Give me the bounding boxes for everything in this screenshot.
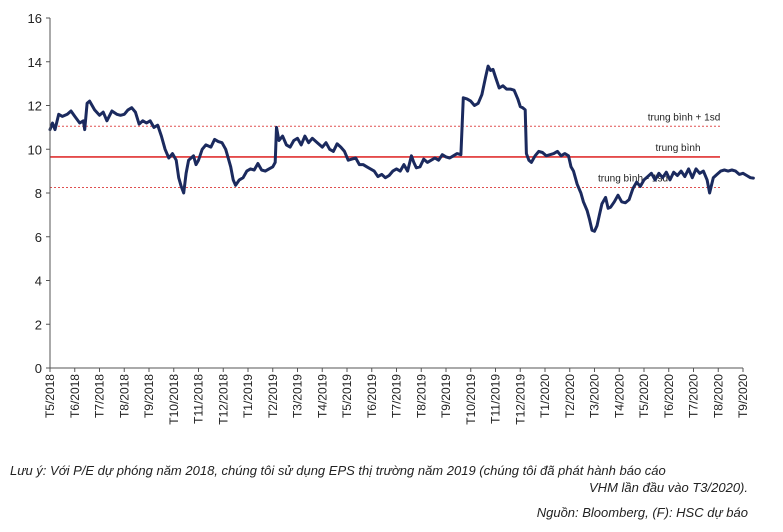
x-tick-label: T6/2020 xyxy=(662,374,676,418)
x-tick-label: T1/2019 xyxy=(241,374,255,418)
footnote-line-1: Lưu ý: Với P/E dự phóng năm 2018, chúng … xyxy=(10,463,666,478)
x-tick-label: T11/2019 xyxy=(489,374,503,424)
x-tick-label: T1/2020 xyxy=(538,374,552,418)
pe-chart: trung bình + 1sd trung bình trung bình - 1… xyxy=(28,11,755,425)
x-tick-label: T6/2018 xyxy=(68,374,82,418)
x-tick-label: T12/2019 xyxy=(513,374,527,425)
footnote-line-2: VHM lần đầu vào T3/2020). xyxy=(589,480,748,495)
x-tick-label: T7/2018 xyxy=(93,374,107,418)
x-tick-label: T4/2020 xyxy=(612,374,626,418)
x-tick-label: T7/2020 xyxy=(687,374,701,418)
x-tick-label: T2/2020 xyxy=(563,374,577,418)
y-tick-label: 8 xyxy=(35,186,42,201)
source-note: Nguồn: Bloomberg, (F): HSC dự báo xyxy=(536,505,748,520)
x-tick-label: T10/2018 xyxy=(167,374,181,425)
x-tick-label: T8/2018 xyxy=(117,374,131,418)
series-line-pe xyxy=(48,64,755,233)
x-tick-label: T6/2019 xyxy=(365,374,379,418)
x-tick-label: T9/2019 xyxy=(439,374,453,418)
x-tick-label: T7/2019 xyxy=(390,374,404,418)
y-tick-label: 12 xyxy=(28,99,42,114)
x-tick-label: T11/2018 xyxy=(192,374,206,424)
x-tick-label: T3/2020 xyxy=(588,374,602,418)
x-tick-label: T3/2019 xyxy=(291,374,305,418)
x-tick-label: T2/2019 xyxy=(266,374,280,418)
x-tick-label: T10/2019 xyxy=(464,374,478,425)
x-tick-label: T9/2020 xyxy=(736,374,750,418)
y-tick-label: 2 xyxy=(35,317,42,332)
x-tick-label: T9/2018 xyxy=(142,374,156,418)
x-tick-label: T5/2018 xyxy=(43,374,57,418)
x-tick-label: T12/2018 xyxy=(216,374,230,425)
x-tick-label: T5/2019 xyxy=(340,374,354,418)
axes-layer: 0 2 4 6 8 10 12 14 16 T5/2018 T6/2018 T7/2018 T8/201… xyxy=(28,11,750,425)
y-tick-label: 4 xyxy=(35,274,42,289)
x-tick-label: T8/2020 xyxy=(711,374,725,418)
series-layer xyxy=(48,64,755,233)
x-tick-label: T4/2019 xyxy=(315,374,329,418)
x-tick-label: T5/2020 xyxy=(637,374,651,418)
reference-label: trung bình - 1sd xyxy=(598,174,668,185)
reference-label: trung bình xyxy=(655,143,700,154)
y-tick-label: 6 xyxy=(35,230,42,245)
y-tick-label: 10 xyxy=(28,142,42,157)
reference-lines: trung bình + 1sd trung bình trung bình - 1… xyxy=(50,112,721,189)
x-tick-label: T8/2019 xyxy=(414,374,428,418)
reference-label: trung bình + 1sd xyxy=(648,112,721,123)
y-tick-label: 14 xyxy=(28,55,42,70)
y-tick-label: 0 xyxy=(35,361,42,376)
y-tick-label: 16 xyxy=(28,11,42,26)
